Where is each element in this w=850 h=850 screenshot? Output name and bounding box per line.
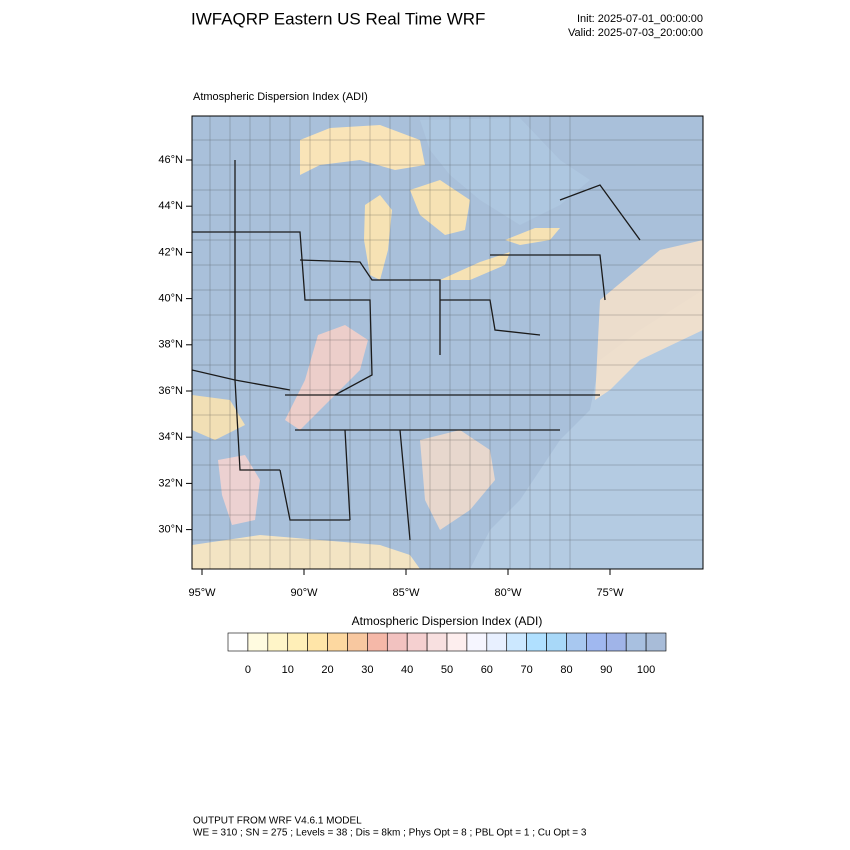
map-frame xyxy=(191,115,704,570)
colorbar-box xyxy=(247,632,269,652)
high-adi-patch xyxy=(192,395,245,440)
colorbar-box xyxy=(307,632,328,652)
colorbar-box xyxy=(645,632,667,652)
graticule-labels: 46°N 44°N 42°N 40°N 38°N 36°N 34°N 32°N 30°N 95°W… xyxy=(158,154,624,599)
valid-time: Valid: 2025-07-03_20:00:00 xyxy=(568,27,703,39)
lat-label: 36°N xyxy=(158,385,183,397)
lake-huron xyxy=(410,180,470,235)
colorbar-box xyxy=(546,632,567,652)
colorbar-tick-label: 0 xyxy=(245,664,251,676)
lake-erie xyxy=(440,252,510,280)
gulf-patch xyxy=(192,535,420,569)
lon-label: 80°W xyxy=(494,587,522,599)
colorbar-box xyxy=(227,632,249,652)
colorbar-box xyxy=(327,632,348,652)
high-adi-patch xyxy=(420,430,495,530)
coastal-patch xyxy=(595,240,703,400)
init-time: Init: 2025-07-01_00:00:00 xyxy=(577,13,703,25)
lat-label: 46°N xyxy=(158,154,183,166)
colorbar-box xyxy=(347,632,368,652)
colorbar-tick-label: 50 xyxy=(441,664,453,676)
high-adi-patch xyxy=(285,325,368,430)
colorbar-box xyxy=(287,632,308,652)
colorbar-tick-label: 80 xyxy=(560,664,572,676)
colorbar-tick-label: 70 xyxy=(521,664,533,676)
colorbar-box xyxy=(586,632,607,652)
lon-label: 95°W xyxy=(188,587,216,599)
colorbar-tick-label: 40 xyxy=(401,664,413,676)
colorbar-box xyxy=(506,632,527,652)
colorbar-tick-label: 20 xyxy=(321,664,333,676)
lat-label: 44°N xyxy=(158,200,183,212)
colorbar-box xyxy=(386,632,408,652)
colorbar-box xyxy=(406,632,428,652)
lake-michigan xyxy=(364,195,392,280)
lon-label: 75°W xyxy=(596,587,624,599)
colorbar-box xyxy=(605,632,627,652)
county-borders xyxy=(192,116,703,569)
colorbar: 0 10 20 30 40 50 60 70 80 90 100 xyxy=(227,632,667,676)
map-subtitle: Atmospheric Dispersion Index (ADI) xyxy=(193,91,368,103)
footer-line: WE = 310 ; SN = 275 ; Levels = 38 ; Dis … xyxy=(193,828,587,839)
colorbar-tick-label: 30 xyxy=(361,664,373,676)
lake-ontario xyxy=(505,228,560,245)
lon-label: 90°W xyxy=(290,587,318,599)
lat-label: 34°N xyxy=(158,431,183,443)
lat-label: 38°N xyxy=(158,339,183,351)
colorbar-tick-label: 100 xyxy=(637,664,655,676)
colorbar-box xyxy=(466,632,488,652)
colorbar-box xyxy=(367,632,388,652)
colorbar-box xyxy=(566,632,587,652)
colorbar-box xyxy=(426,632,448,652)
lon-label: 85°W xyxy=(392,587,420,599)
ocean xyxy=(470,290,703,569)
lake-superior xyxy=(300,125,425,175)
colorbar-title: Atmospheric Dispersion Index (ADI) xyxy=(352,614,543,628)
colorbar-tick-label: 10 xyxy=(282,664,294,676)
colorbar-box xyxy=(625,632,647,652)
lat-label: 32°N xyxy=(158,477,183,489)
lat-label: 42°N xyxy=(158,246,183,258)
colorbar-tick-label: 90 xyxy=(600,664,612,676)
colorbar-box xyxy=(267,632,289,652)
footer-line: OUTPUT FROM WRF V4.6.1 MODEL xyxy=(193,816,362,827)
map xyxy=(191,115,704,570)
colorbar-box xyxy=(446,632,468,652)
lat-label: 30°N xyxy=(158,524,183,536)
lat-label: 40°N xyxy=(158,293,183,305)
title: IWFAQRP Eastern US Real Time WRF xyxy=(191,9,485,28)
canada-region xyxy=(420,118,590,225)
colorbar-box xyxy=(526,632,547,652)
colorbar-tick-label: 60 xyxy=(481,664,493,676)
state-borders xyxy=(192,160,641,541)
colorbar-box xyxy=(486,632,508,652)
